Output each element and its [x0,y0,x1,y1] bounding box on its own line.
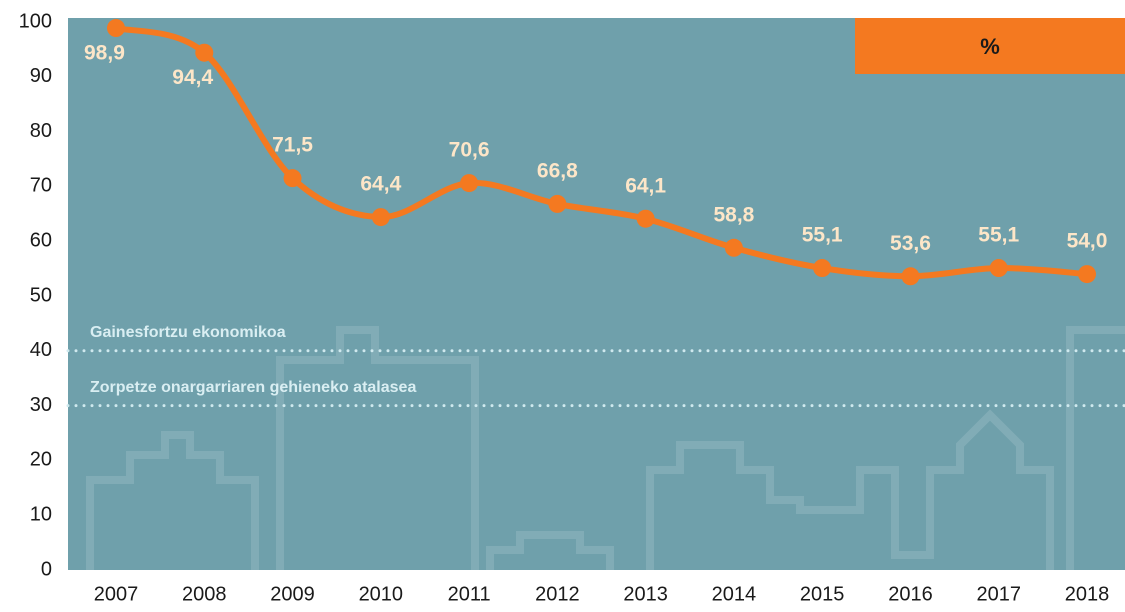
point [284,169,302,187]
data-label: 66,8 [537,159,578,182]
y-tick-label: 30 [30,394,52,416]
chart: % 0 10 20 30 40 50 60 70 80 90 100 2007 2008 2009 2010… [0,0,1125,612]
page: {"chart_data": {"type": "line", "unit": … [0,0,1125,612]
data-label: 54,0 [1067,230,1108,253]
y-tick-label: 10 [30,503,52,525]
data-label: 55,1 [802,224,843,247]
y-tick-label: 60 [30,229,52,251]
y-tick-label: 0 [41,558,52,580]
y-tick-label: 100 [19,10,52,32]
y-tick-label: 70 [30,175,52,197]
x-tick-label: 2009 [270,583,315,605]
x-tick-label: 2010 [359,583,404,605]
point [195,44,213,62]
point [372,208,390,226]
data-label: 94,4 [172,66,213,89]
x-tick-label: 2008 [182,583,227,605]
y-tick-label: 90 [30,65,52,87]
x-tick-label: 2018 [1065,583,1110,605]
reference-label: Zorpetze onargarriaren gehieneko atalase… [90,379,416,396]
x-tick-label: 2013 [623,583,668,605]
data-label: 70,6 [449,139,490,162]
unit-label: % [980,34,1000,59]
data-label: 53,6 [890,232,931,255]
data-label: 64,1 [625,174,666,197]
x-tick-label: 2011 [448,583,491,605]
y-tick-label: 50 [30,284,52,306]
x-tick-label: 2015 [800,583,845,605]
point [813,259,831,277]
point [637,210,655,228]
point [901,267,919,285]
point [725,239,743,257]
plot-background [68,18,1125,570]
y-tick-label: 80 [30,120,52,142]
x-tick-label: 2017 [976,583,1021,605]
data-label: 64,4 [360,173,401,196]
point [548,195,566,213]
data-label: 71,5 [272,134,313,157]
point [460,174,478,192]
x-tick-label: 2016 [888,583,933,605]
point [1078,265,1096,283]
data-label: 98,9 [84,42,125,65]
data-label: 55,1 [978,224,1019,247]
x-tick-label: 2014 [712,583,757,605]
point [107,19,125,37]
reference-label: Gainesfortzu ekonomikoa [90,324,286,341]
point [990,259,1008,277]
x-tick-label: 2007 [94,583,139,605]
y-tick-label: 20 [30,449,52,471]
data-label: 58,8 [713,203,754,226]
y-tick-label: 40 [30,339,52,361]
x-tick-label: 2012 [535,583,580,605]
